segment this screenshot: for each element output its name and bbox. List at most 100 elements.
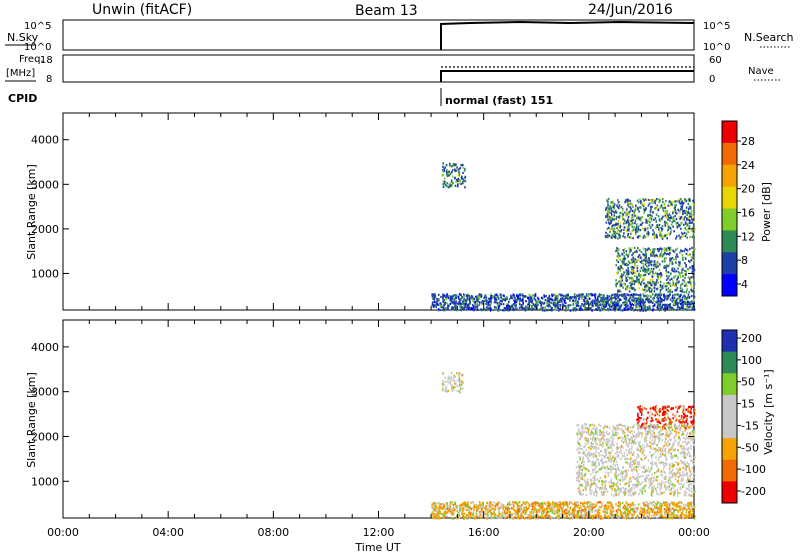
echo-pixel bbox=[447, 308, 449, 311]
echo-pixel bbox=[668, 306, 671, 309]
echo-pixel bbox=[529, 308, 531, 311]
echo-pixel bbox=[506, 296, 508, 299]
echo-pixel bbox=[674, 209, 677, 212]
echo-pixel bbox=[463, 516, 466, 519]
echo-pixel bbox=[626, 502, 629, 505]
echo-pixel bbox=[665, 418, 667, 421]
echo-pixel bbox=[500, 503, 503, 506]
echo-pixel bbox=[643, 510, 645, 513]
echo-pixel bbox=[692, 276, 694, 279]
echo-pixel bbox=[653, 250, 655, 253]
echo-pixel bbox=[656, 306, 659, 309]
echo-pixel bbox=[569, 507, 571, 510]
echo-pixel bbox=[660, 233, 663, 236]
echo-pixel bbox=[603, 299, 606, 302]
echo-pixel bbox=[659, 263, 661, 266]
echo-pixel bbox=[656, 235, 658, 238]
echo-pixel bbox=[474, 505, 476, 508]
echo-pixel bbox=[665, 282, 668, 285]
echo-pixel bbox=[559, 503, 561, 507]
echo-pixel bbox=[583, 303, 585, 307]
echo-pixel bbox=[648, 298, 650, 301]
echo-pixel bbox=[608, 481, 611, 484]
echo-pixel bbox=[453, 512, 455, 515]
echo-pixel bbox=[463, 180, 465, 183]
echo-pixel bbox=[492, 512, 494, 515]
echo-pixel bbox=[629, 232, 632, 235]
echo-pixel bbox=[653, 406, 655, 409]
echo-pixel bbox=[682, 209, 685, 212]
echo-pixel bbox=[646, 284, 649, 287]
echo-pixel bbox=[440, 304, 443, 307]
echo-pixel bbox=[476, 295, 478, 298]
echo-pixel bbox=[450, 299, 453, 303]
echo-pixel bbox=[498, 305, 501, 308]
echo-pixel bbox=[536, 514, 539, 517]
echo-pixel bbox=[610, 510, 613, 513]
echo-pixel bbox=[644, 208, 647, 212]
echo-pixel bbox=[524, 511, 527, 514]
echo-pixel bbox=[639, 509, 642, 512]
echo-pixel bbox=[638, 296, 641, 299]
echo-pixel bbox=[693, 203, 695, 206]
echo-pixel bbox=[649, 213, 652, 216]
echo-pixel bbox=[679, 508, 682, 511]
echo-pixel bbox=[681, 512, 684, 515]
echo-pixel bbox=[671, 267, 674, 270]
echo-pixel bbox=[531, 507, 534, 510]
echo-pixel bbox=[485, 505, 487, 508]
echo-pixel bbox=[485, 508, 488, 511]
echo-pixel bbox=[646, 260, 649, 263]
echo-pixel bbox=[635, 204, 637, 207]
echo-pixel bbox=[560, 297, 562, 300]
echo-pixel bbox=[682, 301, 684, 304]
echo-pixel bbox=[461, 177, 463, 180]
echo-pixel bbox=[648, 198, 650, 201]
echo-pixel bbox=[511, 513, 514, 516]
echo-pixel bbox=[576, 472, 578, 475]
echo-pixel bbox=[652, 425, 654, 428]
echo-pixel bbox=[613, 303, 615, 306]
echo-pixel bbox=[638, 512, 641, 515]
echo-pixel bbox=[545, 294, 547, 298]
echo-pixel bbox=[667, 416, 670, 420]
echo-pixel bbox=[542, 505, 544, 508]
echo-pixel bbox=[646, 268, 648, 271]
echo-pixel bbox=[633, 282, 636, 286]
echo-pixel bbox=[687, 199, 689, 202]
echo-pixel bbox=[470, 297, 472, 300]
echo-pixel bbox=[692, 423, 694, 426]
echo-pixel bbox=[607, 301, 609, 304]
echo-pixel bbox=[693, 434, 695, 437]
echo-pixel bbox=[649, 407, 652, 410]
echo-pixel bbox=[617, 237, 619, 240]
echo-pixel bbox=[454, 168, 456, 171]
echo-pixel bbox=[657, 302, 660, 305]
echo-pixel bbox=[618, 294, 621, 297]
echo-pixel bbox=[661, 308, 663, 311]
echo-pixel bbox=[641, 301, 643, 304]
echo-pixel bbox=[674, 274, 677, 277]
echo-pixel bbox=[638, 417, 641, 420]
echo-pixel bbox=[615, 434, 617, 437]
echo-pixel bbox=[441, 508, 444, 511]
echo-pixel bbox=[502, 515, 505, 518]
echo-pixel bbox=[566, 504, 568, 507]
echo-pixel bbox=[673, 210, 676, 213]
echo-pixel bbox=[650, 420, 652, 423]
power-colorbar-tick: 12 bbox=[741, 230, 755, 243]
echo-pixel bbox=[605, 221, 608, 224]
echo-pixel bbox=[433, 505, 435, 508]
echo-pixel bbox=[646, 308, 649, 311]
echo-pixel bbox=[543, 501, 546, 504]
echo-pixel bbox=[497, 297, 500, 300]
echo-pixel bbox=[674, 508, 676, 512]
echo-pixel bbox=[476, 514, 478, 517]
echo-pixel bbox=[633, 213, 635, 216]
echo-pixel bbox=[661, 198, 664, 201]
echo-pixel bbox=[644, 251, 647, 254]
echo-pixel bbox=[607, 203, 609, 206]
echo-pixel bbox=[495, 503, 497, 506]
echo-pixel bbox=[681, 208, 683, 211]
echo-pixel bbox=[620, 229, 623, 232]
